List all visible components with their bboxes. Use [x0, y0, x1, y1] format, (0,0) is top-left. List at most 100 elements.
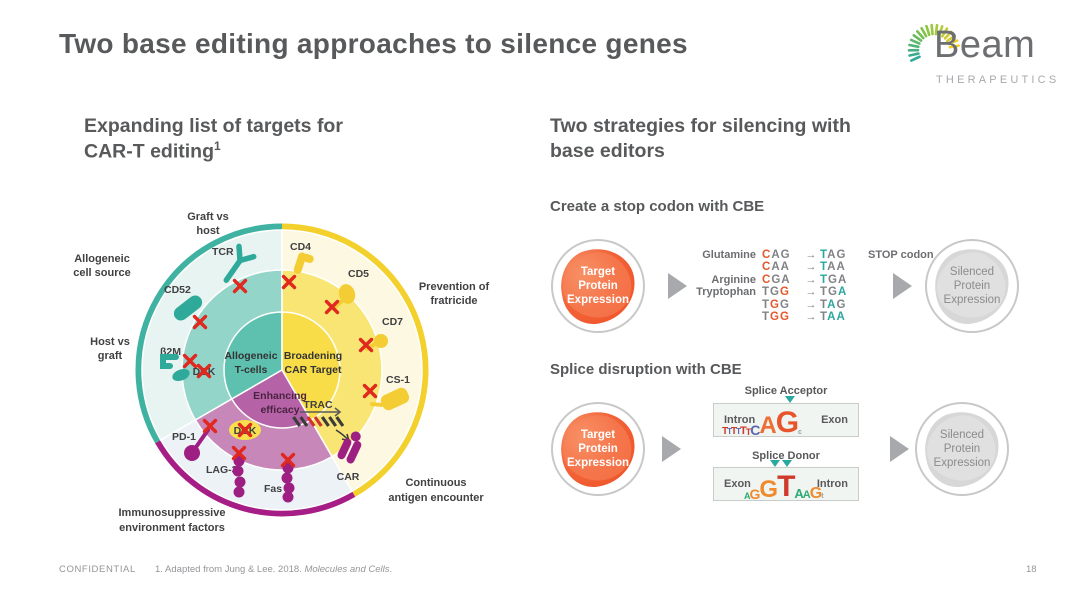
- donor-intron-label: Intron: [816, 478, 848, 490]
- target-cd5-label: CD5: [348, 268, 369, 280]
- label-prevention-of-fratricide: Prevention of: [419, 281, 490, 293]
- cd4-icon: [293, 252, 314, 274]
- page-number: 18: [1026, 564, 1037, 575]
- wheel-inner-sectors: [223, 311, 341, 429]
- target-line1: Target: [580, 265, 616, 278]
- trac-underline-arrow-icon: [300, 407, 342, 417]
- lag3-icon: [232, 455, 246, 498]
- codon-before: TGG: [762, 286, 790, 299]
- logo-letter: T: [736, 427, 741, 437]
- codon-row: CAA → TAA: [692, 261, 934, 273]
- wheel-outer-ring: [135, 223, 429, 517]
- target-protein-circle-1: Target Protein Expression: [551, 239, 645, 333]
- center-allogeneic-tcells-2: T-cells: [235, 364, 268, 376]
- target-line3: Expression: [567, 294, 629, 306]
- codon-before: CGA: [762, 273, 791, 286]
- flow-arrow-icon: [668, 273, 687, 299]
- codon-after: TAG: [820, 249, 847, 261]
- center-broadening-car: Broadening: [284, 350, 342, 362]
- confidential-label: CONFIDENTIAL: [59, 564, 136, 575]
- target-cs1-label: CS-1: [386, 374, 410, 386]
- target-fas-label: Fas: [264, 483, 282, 495]
- label-graft-vs-host-2: host: [196, 225, 220, 237]
- logo-letter: T: [777, 470, 795, 504]
- left-heading-line1: Expanding list of targets for: [84, 115, 343, 137]
- target-protein-circle-2: Target Protein Expression: [551, 402, 645, 496]
- target-line2: Protein: [578, 279, 618, 292]
- label-immunosuppressive: Immunosuppressive: [119, 507, 226, 519]
- silenced-protein-circle-2: Silenced Protein Expression: [915, 402, 1009, 496]
- flow-arrow-icon: [662, 436, 681, 462]
- beam-logo: Beam THERAPEUTICS: [898, 12, 1078, 102]
- footnote-suffix: .: [389, 564, 393, 575]
- logo-letter: T: [745, 426, 751, 437]
- codon-after: TAA: [820, 310, 846, 323]
- codon-row: Tryptophan TGG → TGA: [692, 286, 934, 298]
- target-cd52-label: CD52: [164, 284, 191, 296]
- label-host-vs-graft: Host vs: [90, 336, 130, 348]
- target-cd7-label: CD7: [382, 316, 403, 328]
- silenced-line3: Expression: [933, 457, 991, 469]
- footnote-journal: Molecules and Cells: [304, 564, 390, 575]
- logo-letter: T: [727, 427, 732, 437]
- label-prevention-of-fratricide-2: fratricide: [430, 295, 477, 307]
- target-pd1-label: PD-1: [172, 431, 196, 443]
- silenced-line1: Silenced: [949, 265, 995, 278]
- beam-arc-icon: [907, 23, 960, 62]
- target-line1: Target: [580, 428, 616, 441]
- logo-letter: c: [798, 429, 802, 437]
- pd1-icon: [184, 428, 210, 461]
- right-heading-line1: Two strategies for silencing with: [550, 115, 851, 137]
- logo-letter: A: [802, 488, 811, 501]
- silenced-protein-circle-1: Silenced Protein Expression: [925, 239, 1019, 333]
- silenced-protein-text: Silenced Protein Expression: [944, 265, 1001, 307]
- silenced-line1: Silenced: [939, 428, 985, 441]
- center-allogeneic-tcells: Allogeneic: [224, 350, 277, 362]
- fas-icon: [281, 462, 295, 503]
- acceptor-intron-label: Intron: [724, 414, 756, 426]
- footnote: 1. Adapted from Jung & Lee. 2018. Molecu…: [155, 564, 392, 575]
- target-protein-text: Target Protein Expression: [567, 428, 629, 470]
- splice-acceptor-label: Splice Acceptor: [744, 385, 828, 397]
- flow-arrow-icon: [890, 436, 909, 462]
- target-car-label: CAR: [337, 471, 360, 483]
- label-continuous-antigen-2: antigen encounter: [388, 492, 484, 504]
- target-trac-label: TRAC: [303, 399, 333, 411]
- target-line3: Expression: [567, 457, 629, 469]
- amino-acid-label: Glutamine: [702, 249, 756, 261]
- codon-arrow: →: [805, 310, 817, 323]
- target-line2: Protein: [578, 442, 618, 455]
- stop-codon-heading: Create a stop codon with CBE: [550, 198, 765, 215]
- codon-before: CAG: [762, 249, 791, 261]
- codon-row: Glutamine CAG → TAG STOP codon: [692, 249, 933, 261]
- silenced-line2: Protein: [953, 279, 991, 292]
- cs1-icon: [370, 387, 410, 411]
- amino-acid-label: Tryptophan: [696, 286, 756, 299]
- right-heading: Two strategies for silencing with base e…: [550, 114, 950, 165]
- codon-after: TAG: [820, 298, 847, 311]
- codon-after: TGA: [820, 273, 848, 286]
- codon-row: Arginine CGA → TGA: [692, 274, 934, 286]
- center-enhancing-efficacy-2: efficacy: [260, 404, 299, 416]
- codon-row: TGG → TAA: [692, 311, 934, 323]
- splice-donor-marker-icon: [782, 460, 792, 467]
- cd52-pill-icon: [173, 295, 203, 321]
- codon-arrow: →: [805, 249, 817, 261]
- codon-arrow: →: [805, 261, 817, 274]
- logo-letter: t: [821, 493, 824, 501]
- codon-conversion-table: Glutamine CAG → TAG STOP codon CAA → TAA Arginin…: [692, 249, 934, 323]
- logo-letter: G: [775, 406, 799, 440]
- splice-heading: Splice disruption with CBE: [550, 361, 742, 378]
- tcr-antibody-icon: [223, 243, 257, 283]
- label-allogeneic-cell-source-2: cell source: [73, 267, 130, 279]
- logo-letter: G: [759, 476, 778, 504]
- donor-exon-label: Exon: [724, 478, 751, 490]
- codon-after: TGA: [820, 286, 848, 299]
- codon-arrow: →: [805, 286, 817, 299]
- amino-acid-label: Arginine: [711, 273, 756, 286]
- trac-dna-hatch-icon: [292, 416, 345, 427]
- footnote-prefix: 1. Adapted from Jung & Lee. 2018.: [155, 564, 305, 575]
- target-cd4-label: CD4: [290, 241, 311, 253]
